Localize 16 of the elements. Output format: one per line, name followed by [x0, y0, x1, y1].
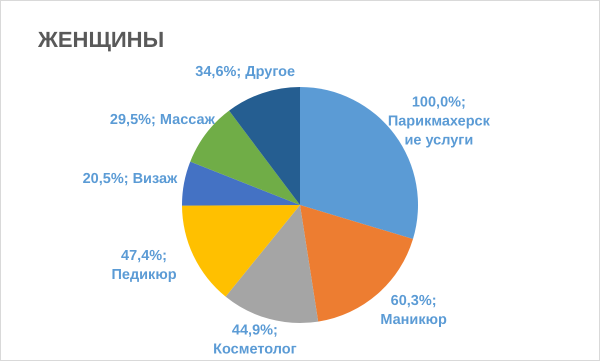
slice-label: Маникюр — [380, 312, 447, 328]
slice-label: Педикюр — [111, 266, 177, 283]
slice-label: 29,5%; Массаж — [110, 112, 216, 128]
slice-label: 34,6%; Другое — [195, 64, 296, 80]
slice-label: Парикмахерские услуги — [388, 113, 491, 148]
data-label: 100,0%; — [412, 94, 466, 110]
chart-title: ЖЕНЩИНЫ — [37, 27, 164, 52]
slice-label: Косметолог — [213, 341, 297, 358]
data-label: 44,9%; — [232, 322, 278, 338]
slice-label: 20,5%; Визаж — [82, 171, 178, 188]
pie-slice — [182, 205, 300, 297]
pie-slice — [226, 205, 318, 323]
data-label: 60,3%; — [390, 292, 437, 309]
pie-slice — [182, 162, 300, 206]
data-label: 47,4%; — [121, 248, 167, 264]
pie-slice — [229, 87, 300, 205]
